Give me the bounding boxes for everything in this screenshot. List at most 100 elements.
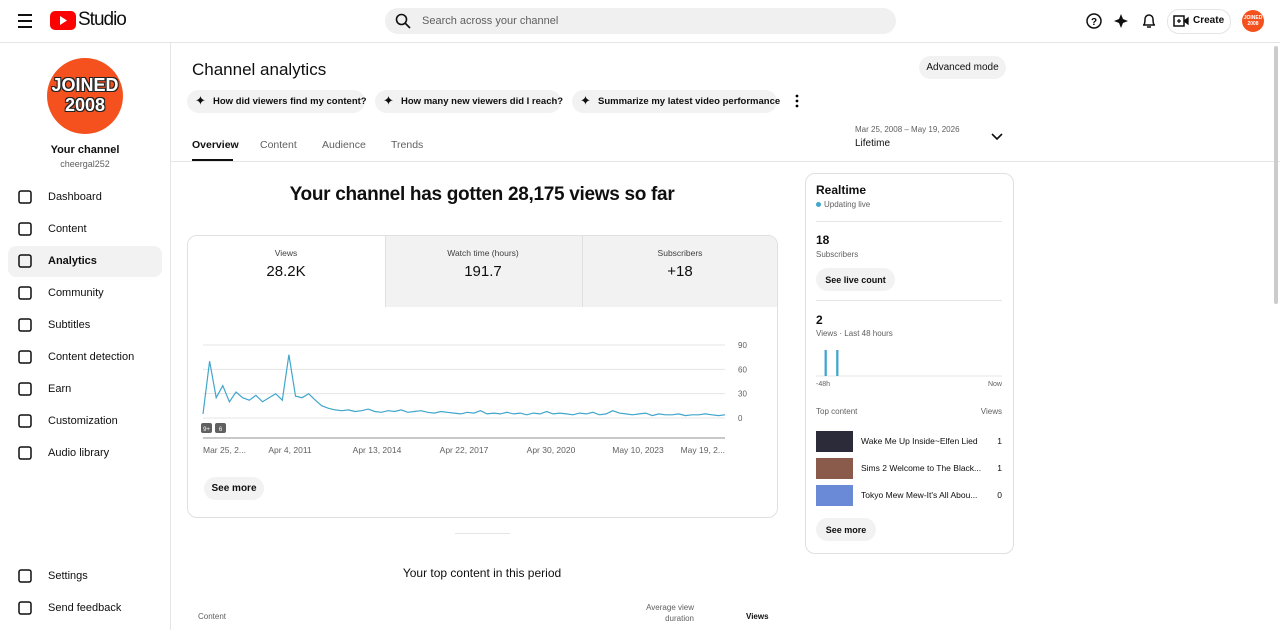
- nav-item[interactable]: Earn: [48, 383, 72, 395]
- views-label: Views · Last 48 hours: [816, 329, 893, 338]
- y-tick-label: 60: [738, 365, 747, 374]
- nav-item[interactable]: Community: [48, 287, 104, 299]
- nav-item[interactable]: Send feedback: [48, 602, 122, 614]
- see-more-button[interactable]: See more: [204, 477, 264, 500]
- x-tick-label: May 19, 2...: [681, 445, 725, 455]
- channel-handle: cheergal252: [60, 159, 110, 169]
- x-tick-label: Apr 30, 2020: [527, 445, 576, 455]
- nav-item[interactable]: Customization: [48, 415, 118, 427]
- prompt-chip[interactable]: [187, 90, 365, 113]
- thumbnail[interactable]: [816, 485, 853, 506]
- nav-icon: [18, 254, 32, 268]
- metric-cell[interactable]: [188, 236, 384, 307]
- badge: [201, 423, 212, 433]
- menu-icon[interactable]: [16, 12, 36, 30]
- nav-item[interactable]: Content: [48, 223, 87, 235]
- separator: [455, 533, 510, 534]
- prompt-label[interactable]: How many new viewers did I reach?: [401, 96, 564, 107]
- nav-item[interactable]: Content detection: [48, 351, 135, 363]
- create-button[interactable]: [1167, 9, 1231, 34]
- prompt-label[interactable]: Summarize my latest video performance: [598, 96, 781, 107]
- overview-card: Views 28.2K Watch time (hours) 191.7 Subscri…: [187, 235, 778, 518]
- prompt-label[interactable]: How did viewers find my content?: [213, 96, 367, 107]
- axis-end: Now: [987, 381, 1002, 388]
- tab[interactable]: Trends: [391, 139, 424, 151]
- scrollbar[interactable]: [1274, 46, 1278, 304]
- nav-icon: [18, 222, 32, 236]
- x-tick-label: Mar 25, 2...: [203, 445, 246, 455]
- nav-icon: [18, 382, 32, 396]
- metric-label: Views: [274, 248, 298, 258]
- metric-cell[interactable]: [582, 236, 777, 307]
- top-content-title: Your top content in this period: [402, 566, 562, 580]
- tab[interactable]: Overview: [192, 139, 239, 151]
- realtime-card: [805, 173, 1014, 554]
- nav-icon: [18, 414, 32, 428]
- tab-underline: [192, 159, 233, 161]
- views-count: 2: [816, 313, 823, 327]
- realtime-see-more[interactable]: See more: [816, 518, 876, 541]
- subscriber-count: 18: [816, 233, 830, 247]
- prompt-chip[interactable]: [572, 90, 777, 113]
- period[interactable]: Lifetime: [855, 138, 891, 149]
- metric-label: Watch time (hours): [447, 248, 519, 258]
- live-dot: [816, 202, 821, 207]
- prompt-chip[interactable]: [375, 90, 561, 113]
- y-tick-label: 0: [738, 414, 743, 423]
- y-tick-label: 90: [738, 341, 747, 350]
- tabs-divider: [171, 161, 1280, 162]
- metric-value: +18: [667, 263, 693, 280]
- thumbnail[interactable]: [816, 431, 853, 452]
- metric-cell[interactable]: [385, 236, 582, 307]
- nav-icon: [18, 190, 32, 204]
- more-icon[interactable]: [794, 94, 800, 108]
- badge-label: 6: [219, 427, 223, 433]
- thumbnail[interactable]: [816, 458, 853, 479]
- nav-item[interactable]: Dashboard: [48, 191, 102, 203]
- date-range[interactable]: Mar 25, 2008 – May 19, 2026: [855, 125, 960, 134]
- divider: [816, 221, 1002, 222]
- avatar-line: 2008: [64, 95, 106, 115]
- line: [202, 354, 726, 417]
- metric-value: 28.2K: [266, 263, 306, 280]
- sparkle: ✦: [195, 93, 206, 108]
- item-title[interactable]: Sims 2 Welcome to The Black...: [861, 463, 982, 473]
- nav-icon: [18, 569, 32, 583]
- x-tick-label: Apr 13, 2014: [353, 445, 402, 455]
- item-views: 1: [997, 436, 1002, 446]
- nav-item[interactable]: Audio library: [48, 447, 110, 459]
- logo-text[interactable]: Studio: [78, 9, 127, 30]
- live-count-button[interactable]: See live count: [816, 268, 895, 291]
- nav-item[interactable]: Settings: [48, 570, 88, 582]
- item-title[interactable]: Wake Me Up Inside~Elfen Lied: [861, 436, 978, 446]
- nav-item[interactable]: Analytics: [48, 255, 97, 267]
- advanced-mode-button[interactable]: Advanced mode: [919, 56, 1006, 79]
- x-tick-label: Apr 22, 2017: [440, 445, 489, 455]
- search-box[interactable]: [385, 8, 896, 34]
- tab[interactable]: Content: [260, 139, 297, 151]
- tab[interactable]: Audience: [322, 139, 366, 151]
- nav-item[interactable]: Subtitles: [48, 319, 91, 331]
- x-tick-label: May 10, 2023: [612, 445, 664, 455]
- item-title[interactable]: Tokyo Mew Mew-It's All Abou...: [861, 490, 978, 500]
- table-header: Average view duration: [646, 603, 694, 623]
- headline: Your channel has gotten 28,175 views so …: [289, 184, 675, 205]
- views-header: Views: [980, 407, 1002, 416]
- views-chart: 0 30 60 90 9+ 6 Mar 25, 2... Apr 4, 2011 Apr 13,…: [201, 341, 747, 455]
- chevron-icon[interactable]: [991, 133, 1003, 141]
- metric-label: Subscribers: [657, 248, 703, 258]
- channel-avatar[interactable]: [47, 58, 123, 134]
- logo-icon[interactable]: [50, 11, 76, 30]
- account-avatar[interactable]: JOINED 2008: [1242, 10, 1264, 32]
- item-views: 1: [997, 463, 1002, 473]
- y-tick-label: 30: [738, 390, 747, 399]
- nav-icon: [18, 350, 32, 364]
- x-tick-label: Apr 4, 2011: [268, 445, 312, 455]
- header-icons[interactable]: ?: [1086, 12, 1166, 30]
- realtime-chart: [816, 350, 1002, 377]
- bar: [824, 350, 827, 376]
- realtime-status: Updating live: [824, 200, 871, 209]
- channel-title[interactable]: Your channel: [50, 144, 120, 156]
- top-content-label: Top content: [816, 407, 858, 416]
